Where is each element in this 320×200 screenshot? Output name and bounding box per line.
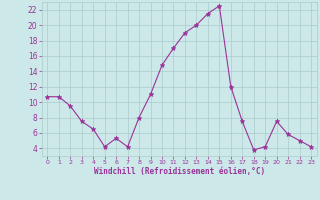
X-axis label: Windchill (Refroidissement éolien,°C): Windchill (Refroidissement éolien,°C): [94, 167, 265, 176]
